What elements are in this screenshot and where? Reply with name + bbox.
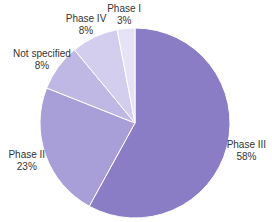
svg-text:Phase II23%: Phase II23% <box>8 149 45 172</box>
svg-text:Phase IV8%: Phase IV8% <box>66 13 107 36</box>
svg-text:Phase I3%: Phase I3% <box>107 3 141 26</box>
svg-text:Phase III58%: Phase III58% <box>227 139 264 162</box>
svg-text:Not specified8%: Not specified8% <box>13 48 71 71</box>
